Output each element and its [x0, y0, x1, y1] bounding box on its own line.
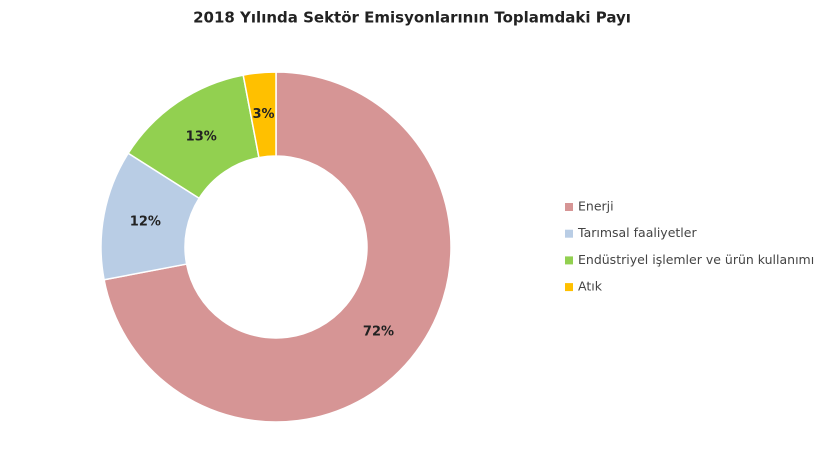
slice [103, 71, 452, 423]
legend-label: Atık [578, 279, 603, 294]
slice [242, 71, 277, 159]
legend: Enerji Tarımsal faaliyetler Endüstriyel iş… [565, 199, 814, 294]
legend-swatch [565, 283, 573, 292]
value-labels: 72% 12% 13% 3% [130, 107, 394, 339]
value-label: 13% [186, 129, 217, 144]
legend-swatch [565, 229, 573, 238]
donut [100, 71, 452, 423]
legend-swatch [565, 256, 573, 265]
legend-label: Tarımsal faaliyetler [577, 225, 697, 240]
value-label: 3% [252, 107, 274, 122]
value-label: 12% [130, 215, 161, 230]
legend-label: Enerji [578, 199, 614, 214]
legend-label: Endüstriyel işlemler ve ürün kullanımı [578, 252, 814, 267]
value-label: 72% [363, 324, 394, 339]
chart-title: 2018 Yılında Sektör Emisyonlarının Topla… [193, 9, 631, 27]
legend-swatch [565, 203, 573, 211]
